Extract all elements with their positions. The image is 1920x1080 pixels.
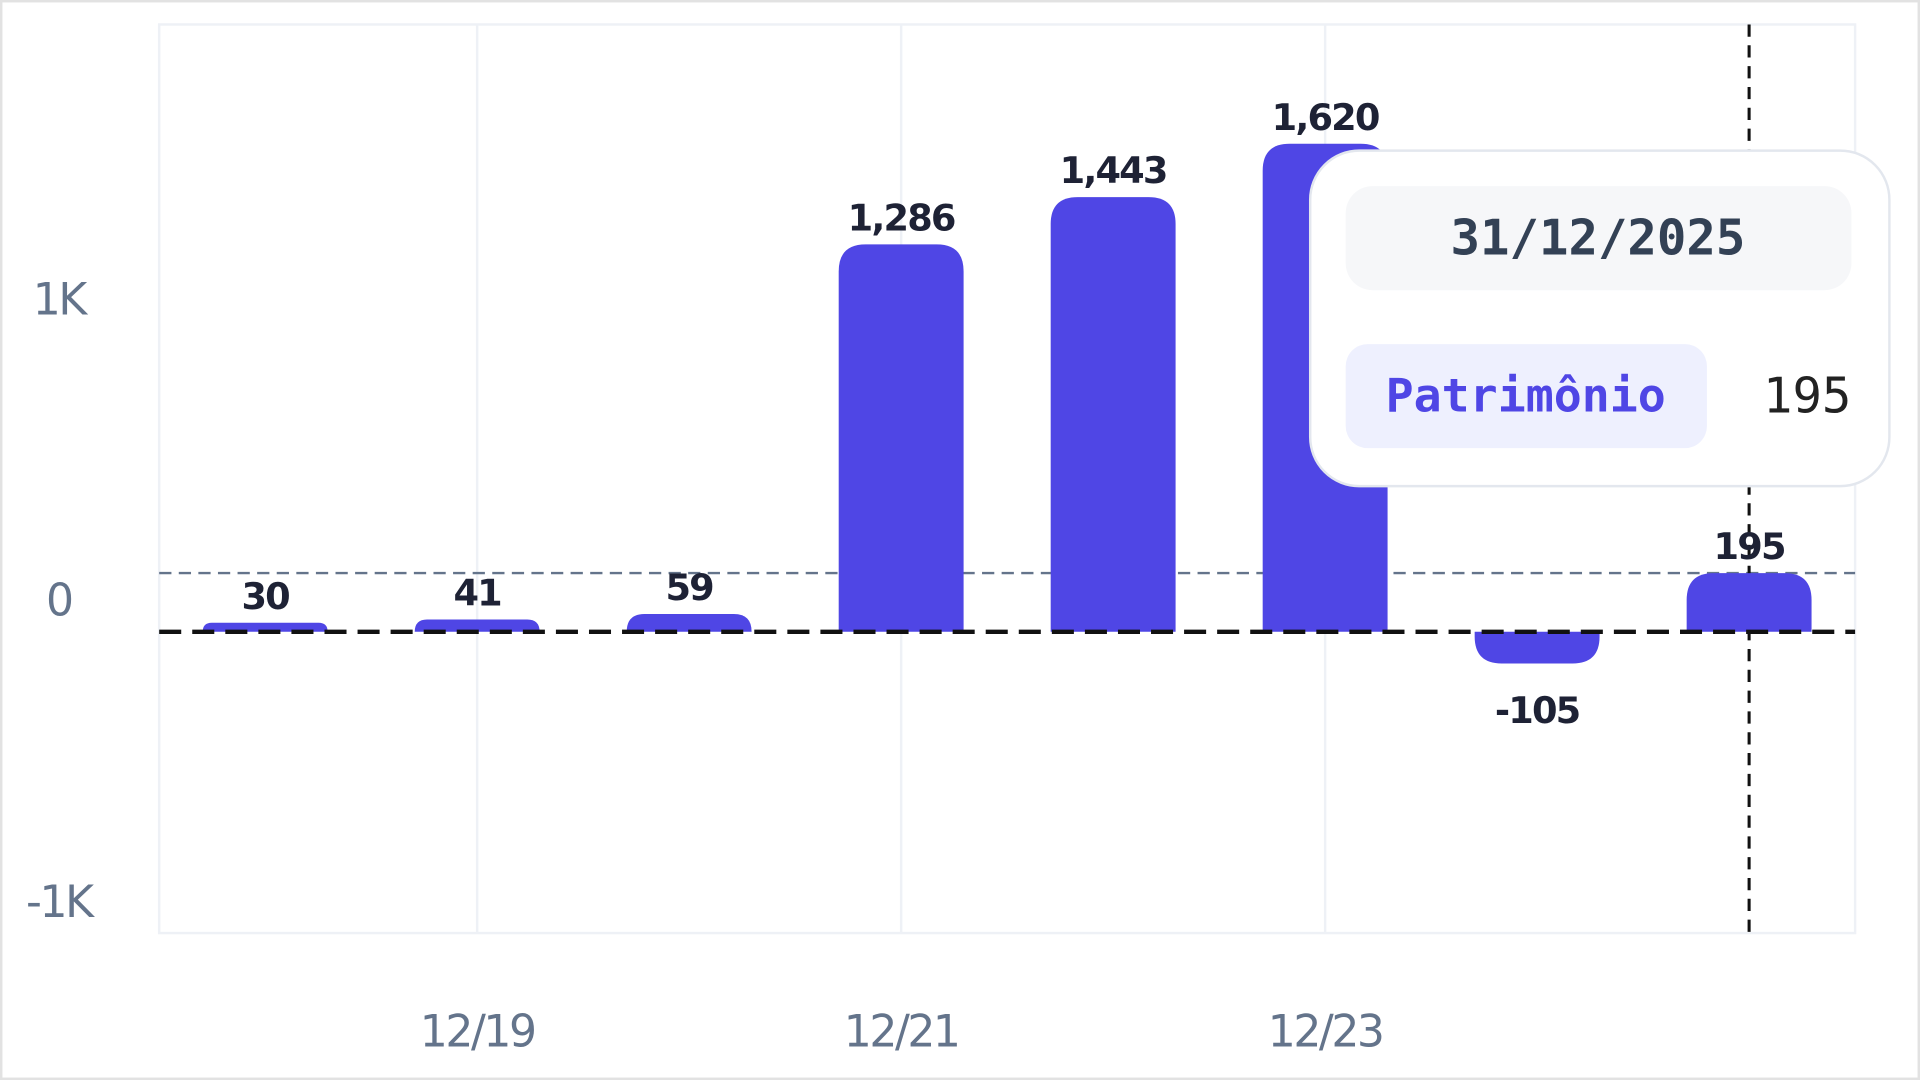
bar <box>838 244 964 632</box>
tooltip-value: 195 <box>1763 368 1851 425</box>
data-label: 1,443 <box>1060 149 1167 192</box>
x-tick-label: 12/21 <box>844 1007 959 1058</box>
y-tick-label: 1K <box>33 274 89 325</box>
data-label: 195 <box>1714 525 1785 568</box>
y-tick-label: 0 <box>46 576 72 627</box>
data-label: 59 <box>665 566 713 609</box>
tooltip-date: 31/12/2025 <box>1451 210 1746 267</box>
data-label: -105 <box>1495 689 1580 732</box>
x-tick-label: 12/23 <box>1268 1007 1383 1058</box>
bar <box>1050 197 1176 632</box>
y-tick-label: -1K <box>26 877 95 928</box>
data-label: 41 <box>453 571 501 614</box>
data-label: 1,286 <box>848 196 955 239</box>
bar <box>414 619 540 632</box>
tooltip-header <box>1345 186 1852 291</box>
x-tick-label: 12/19 <box>420 1007 535 1058</box>
bar <box>1686 573 1812 632</box>
tooltip: 31/12/2025 Patrimônio 195 <box>1308 149 1891 488</box>
tooltip-series-name: Patrimônio <box>1386 369 1666 423</box>
bar <box>1474 631 1600 664</box>
bar <box>626 614 752 632</box>
tooltip-series-pill <box>1345 344 1707 449</box>
bar <box>202 622 328 632</box>
data-label: 1,620 <box>1272 96 1379 139</box>
data-label: 30 <box>241 575 289 618</box>
